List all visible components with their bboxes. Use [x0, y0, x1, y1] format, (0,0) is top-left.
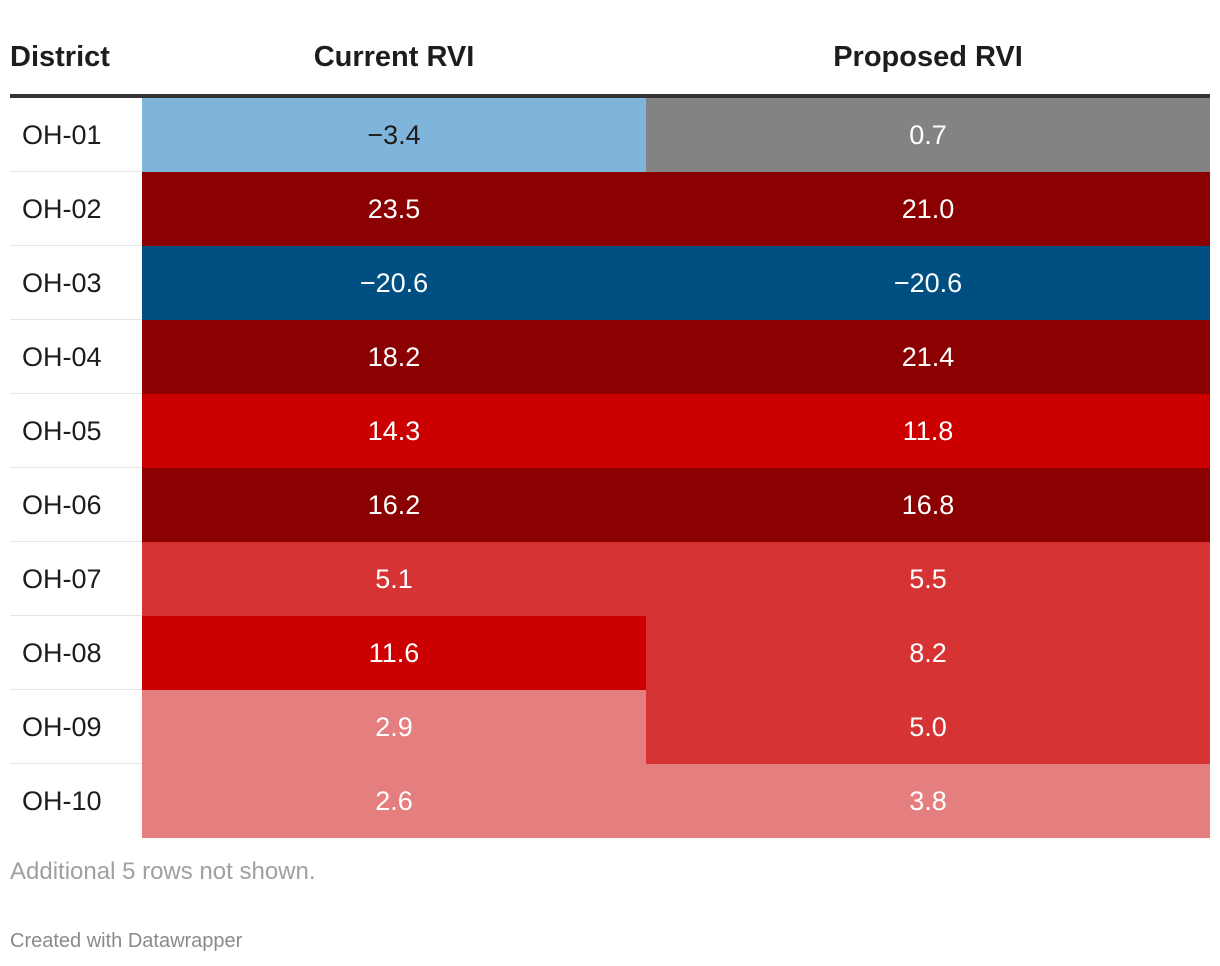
current-rvi-cell: 2.6	[142, 764, 646, 838]
rvi-table: District Current RVI Proposed RVI OH-01−…	[10, 0, 1210, 838]
current-rvi-cell: −3.4	[142, 98, 646, 172]
table-body: OH-01 −3.4 0.7 OH-02 23.5 21.0 OH-03 −20.6 −20.6…	[10, 98, 1210, 838]
proposed-rvi-cell: 5.0	[646, 690, 1210, 764]
table-row: OH-04 18.2 21.4	[10, 320, 1210, 394]
table-row: OH-01 −3.4 0.7	[10, 98, 1210, 172]
current-rvi-cell: 14.3	[142, 394, 646, 468]
proposed-rvi-cell: 21.4	[646, 320, 1210, 394]
table-row: OH-10 2.6 3.8	[10, 764, 1210, 838]
district-cell: OH-08	[10, 616, 142, 690]
table-header: District Current RVI Proposed RVI	[10, 0, 1210, 98]
current-rvi-cell: 11.6	[142, 616, 646, 690]
proposed-rvi-cell: 0.7	[646, 98, 1210, 172]
current-rvi-cell: 16.2	[142, 468, 646, 542]
table-row: OH-09 2.9 5.0	[10, 690, 1210, 764]
proposed-rvi-cell: 11.8	[646, 394, 1210, 468]
table-row: OH-08 11.6 8.2	[10, 616, 1210, 690]
table-row: OH-03 −20.6 −20.6	[10, 246, 1210, 320]
current-rvi-cell: −20.6	[142, 246, 646, 320]
datawrapper-credit[interactable]: Created with Datawrapper	[10, 930, 243, 952]
table-row: OH-02 23.5 21.0	[10, 172, 1210, 246]
district-cell: OH-09	[10, 690, 142, 764]
current-rvi-cell: 5.1	[142, 542, 646, 616]
table-row: OH-07 5.1 5.5	[10, 542, 1210, 616]
district-cell: OH-10	[10, 764, 142, 838]
district-cell: OH-04	[10, 320, 142, 394]
current-rvi-cell: 18.2	[142, 320, 646, 394]
district-cell: OH-02	[10, 172, 142, 246]
proposed-rvi-cell: 16.8	[646, 468, 1210, 542]
proposed-rvi-cell: 8.2	[646, 616, 1210, 690]
proposed-rvi-cell: 3.8	[646, 764, 1210, 838]
current-rvi-cell: 2.9	[142, 690, 646, 764]
district-cell: OH-05	[10, 394, 142, 468]
district-cell: OH-07	[10, 542, 142, 616]
header-district[interactable]: District	[10, 41, 110, 73]
header-current-rvi[interactable]: Current RVI	[313, 41, 475, 73]
current-rvi-cell: 23.5	[142, 172, 646, 246]
table-row: OH-06 16.2 16.8	[10, 468, 1210, 542]
proposed-rvi-cell: 21.0	[646, 172, 1210, 246]
district-cell: OH-01	[10, 98, 142, 172]
header-proposed-rvi[interactable]: Proposed RVI	[833, 41, 1023, 73]
proposed-rvi-cell: 5.5	[646, 542, 1210, 616]
rows-hidden-note: Additional 5 rows not shown.	[10, 858, 316, 885]
district-cell: OH-06	[10, 468, 142, 542]
proposed-rvi-cell: −20.6	[646, 246, 1210, 320]
district-cell: OH-03	[10, 246, 142, 320]
table-row: OH-05 14.3 11.8	[10, 394, 1210, 468]
